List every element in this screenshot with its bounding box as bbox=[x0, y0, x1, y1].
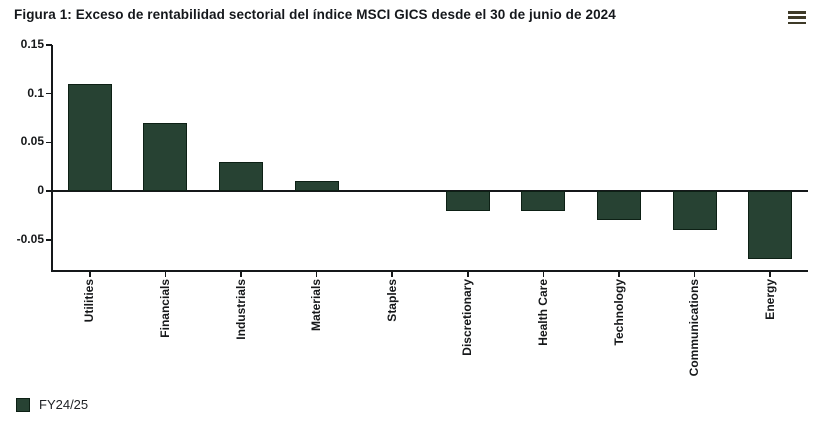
legend-swatch bbox=[16, 397, 30, 412]
y-axis-label: 0.05 bbox=[20, 134, 44, 149]
x-axis-tick bbox=[391, 271, 393, 277]
x-axis-label-health-care: Health Care bbox=[535, 279, 550, 346]
y-axis-label: 0.1 bbox=[27, 85, 44, 100]
y-axis-tick bbox=[46, 239, 52, 241]
x-axis-label-energy: Energy bbox=[762, 279, 777, 320]
y-axis-tick bbox=[46, 190, 52, 192]
y-axis-label: -0.05 bbox=[16, 231, 44, 246]
x-axis-label-staples: Staples bbox=[384, 279, 399, 322]
x-axis-tick bbox=[89, 271, 91, 277]
y-axis-tick bbox=[46, 92, 52, 95]
hamburger-line bbox=[788, 21, 806, 24]
zero-line bbox=[52, 190, 808, 192]
hamburger-line bbox=[788, 11, 806, 14]
x-axis-tick bbox=[467, 271, 469, 277]
x-axis-label-discretionary: Discretionary bbox=[460, 279, 475, 356]
y-axis-tick bbox=[46, 141, 52, 144]
legend-item[interactable]: FY24/25 bbox=[16, 397, 88, 412]
hamburger-menu-icon[interactable] bbox=[788, 11, 806, 24]
bar-communications[interactable] bbox=[672, 191, 717, 231]
x-axis-label-financials: Financials bbox=[157, 279, 172, 338]
bar-industrials[interactable] bbox=[219, 161, 263, 192]
x-axis-line bbox=[52, 270, 808, 272]
x-axis-tick bbox=[164, 271, 167, 277]
x-axis-tick bbox=[315, 271, 318, 277]
x-axis-tick bbox=[240, 271, 242, 277]
y-axis-label: 0.15 bbox=[20, 37, 44, 51]
y-axis-label: 0 bbox=[37, 183, 44, 198]
bar-discretionary[interactable] bbox=[445, 191, 490, 211]
bar-technology[interactable] bbox=[597, 191, 641, 221]
x-axis-label-industrials: Industrials bbox=[233, 279, 248, 340]
hamburger-line bbox=[788, 16, 806, 19]
y-axis-tick bbox=[46, 44, 52, 46]
bar-health-care[interactable] bbox=[521, 191, 566, 211]
legend-label: FY24/25 bbox=[39, 397, 89, 412]
bar-materials[interactable] bbox=[294, 181, 339, 192]
x-axis-tick bbox=[542, 271, 545, 277]
x-axis-label-materials: Materials bbox=[309, 279, 324, 332]
bar-financials[interactable] bbox=[143, 122, 188, 192]
bar-energy[interactable] bbox=[748, 191, 793, 260]
chart-title: Figura 1: Exceso de rentabilidad sectori… bbox=[14, 7, 616, 22]
bar-utilities[interactable] bbox=[67, 83, 112, 192]
x-axis-tick bbox=[693, 271, 696, 277]
x-axis-tick bbox=[769, 271, 771, 277]
x-axis-label-utilities: Utilities bbox=[82, 279, 97, 323]
x-axis-label-technology: Technology bbox=[611, 279, 626, 346]
y-axis-line bbox=[51, 45, 53, 272]
x-axis-tick bbox=[618, 271, 620, 277]
x-axis-label-communications: Communications bbox=[687, 279, 702, 377]
